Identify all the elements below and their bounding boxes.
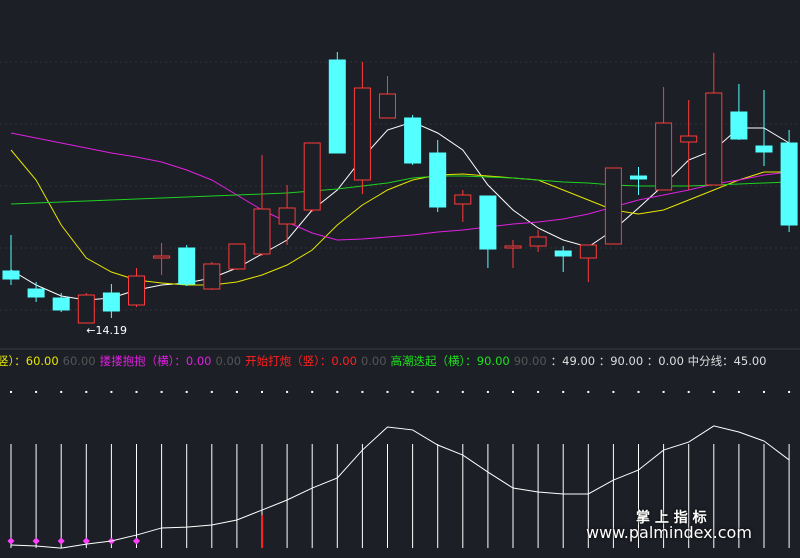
- indicator-diamond: [82, 537, 90, 545]
- candle-body: [755, 145, 773, 153]
- candle-body: [128, 275, 145, 306]
- legend-entry: 竖）：60.00: [0, 354, 59, 368]
- indicator-dot: [135, 390, 138, 393]
- indicator-dot: [311, 390, 314, 393]
- candle-body: [27, 288, 45, 298]
- indicator-dot: [662, 390, 665, 393]
- legend-entry: 90.00: [513, 354, 547, 368]
- indicator-dot: [85, 390, 88, 393]
- indicator-dot: [461, 390, 464, 393]
- legend-entry: ：49.00 ：90.00 ：0.00 中分线：45.00: [550, 354, 767, 368]
- candle-body: [102, 292, 120, 312]
- candle-body: [328, 59, 346, 154]
- candle-body: [404, 117, 422, 164]
- indicator-dot: [512, 390, 514, 393]
- candle-body: [178, 247, 196, 285]
- candle-body: [780, 142, 798, 226]
- legend-entry: 搂搂抱抱（横）：0.00: [99, 354, 212, 368]
- indicator-legend: 竖）：60.00 60.00 搂搂抱抱（横）：0.00 0.00 开始打炮（竖）：0.0…: [0, 353, 771, 369]
- indicator-dot: [687, 390, 690, 393]
- indicator-diamond: [57, 537, 65, 545]
- candle-body: [504, 245, 522, 249]
- indicator-dot: [185, 390, 188, 393]
- moving-average: [10, 121, 790, 301]
- indicator-dot: [562, 390, 565, 393]
- indicator-diamond: [7, 537, 15, 545]
- candle-body: [77, 294, 95, 324]
- indicator-dot: [486, 390, 489, 393]
- indicator-dot: [110, 390, 113, 393]
- moving-average: [10, 175, 790, 205]
- legend-entry: 0.00: [360, 354, 387, 368]
- candle-body: [630, 175, 647, 180]
- indicator-dot: [637, 390, 640, 393]
- candle-body: [253, 208, 271, 255]
- indicator-dot: [763, 390, 765, 393]
- indicator-diamond: [132, 537, 141, 545]
- indicator-dot: [537, 390, 540, 393]
- candle-body: [379, 93, 396, 119]
- legend-entry: 0.00: [215, 354, 242, 368]
- candle-body: [203, 263, 221, 290]
- candle-body: [730, 111, 748, 140]
- candle-body: [353, 87, 371, 181]
- indicator-dot: [436, 390, 439, 393]
- indicator-dot: [336, 390, 339, 393]
- candle-body: [52, 297, 70, 311]
- indicator-dot: [411, 390, 414, 393]
- moving-average: [10, 149, 790, 286]
- watermark-title: 掌 上 指 标: [636, 510, 707, 526]
- candle-body: [228, 243, 246, 270]
- legend-entry: 60.00: [62, 354, 96, 368]
- indicator-dot: [361, 390, 364, 393]
- indicator-dot: [712, 390, 715, 393]
- indicator-dot: [286, 390, 289, 393]
- indicator-dot: [235, 390, 238, 393]
- indicator-dot: [261, 390, 263, 393]
- candle-body: [705, 92, 723, 186]
- indicator-dot: [60, 390, 63, 393]
- candle-body: [303, 142, 321, 211]
- legend-entry: 开始打炮（竖）：0.00: [245, 354, 357, 368]
- indicator-dot: [10, 390, 12, 393]
- indicator-dot: [612, 390, 615, 393]
- watermark-url: www.palmindex.com: [586, 523, 752, 542]
- indicator-diamond: [32, 537, 40, 545]
- moving-average: [10, 132, 790, 241]
- candle-body: [529, 236, 547, 247]
- candle-body: [454, 194, 472, 205]
- indicator-dot: [737, 390, 740, 393]
- candle-body: [655, 122, 673, 191]
- legend-entry: 高潮迭起（横）：90.00: [390, 354, 510, 368]
- indicator-dot: [587, 390, 590, 393]
- indicator-dot: [210, 390, 213, 393]
- candle-body: [479, 195, 497, 250]
- indicator-dot: [160, 390, 163, 393]
- candle-body: [554, 250, 572, 257]
- indicator-line: [10, 425, 790, 549]
- low-annotation: ←14.19: [86, 324, 127, 337]
- candle-body: [2, 270, 20, 280]
- candle-body: [153, 255, 171, 259]
- indicator-dot: [386, 390, 389, 393]
- candle-body: [680, 135, 698, 143]
- indicator-dot: [788, 390, 791, 393]
- candle-body: [604, 167, 622, 245]
- candle-body: [429, 152, 447, 208]
- candle-body: [579, 244, 597, 259]
- candle-body: [278, 207, 296, 225]
- indicator-dot: [35, 390, 38, 393]
